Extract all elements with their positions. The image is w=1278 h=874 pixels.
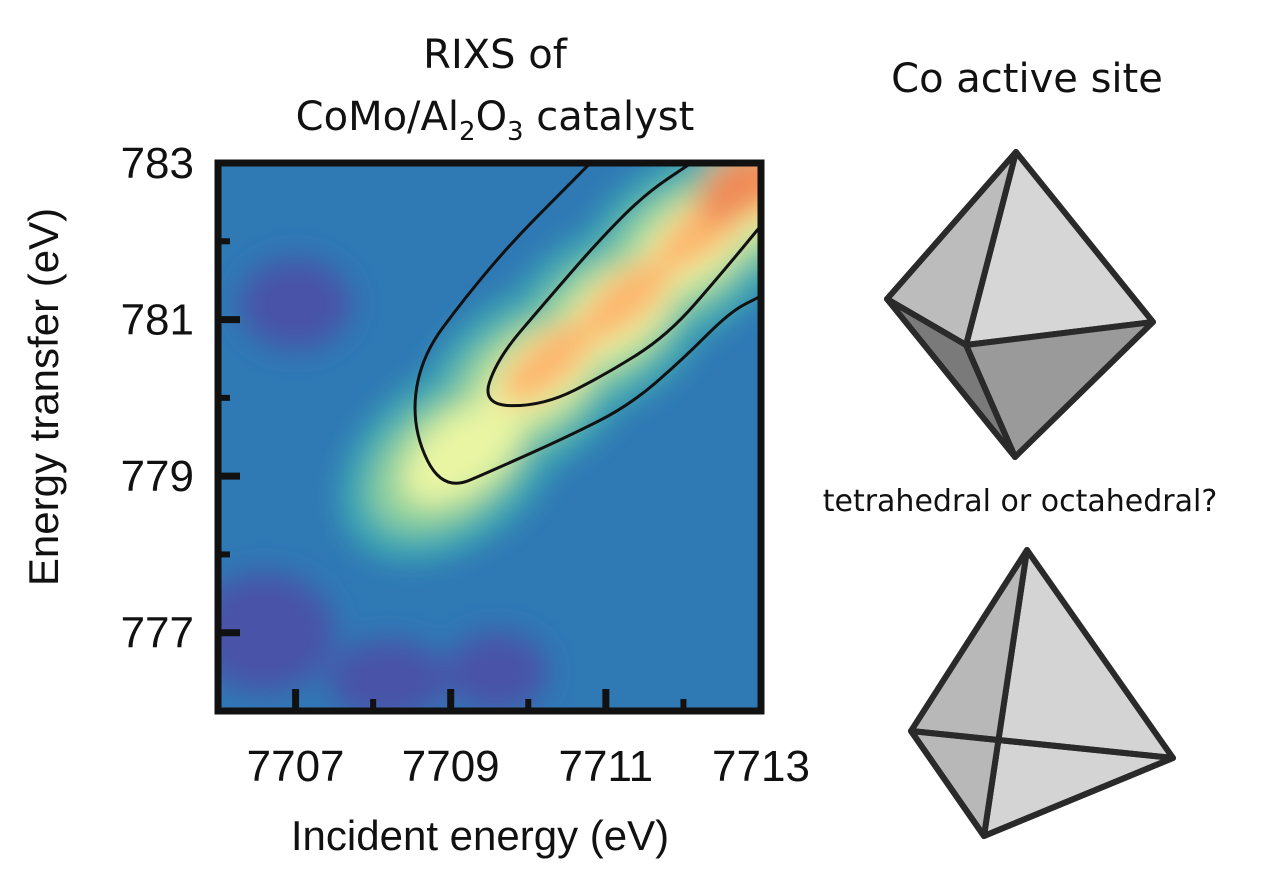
plot-frame xyxy=(214,159,765,715)
axis-ticks xyxy=(218,159,765,711)
tetrahedron-hidden-edge xyxy=(910,728,1174,761)
heatmap-plot xyxy=(218,163,761,711)
title-sub2: 3 xyxy=(507,117,524,147)
question-text: tetrahedral or octahedral? xyxy=(823,484,1218,519)
chart-title-line1: RIXS of xyxy=(423,32,568,78)
heatmap-intensity xyxy=(218,163,761,711)
tetrahedron-shape xyxy=(908,547,1176,839)
heat-low-patch xyxy=(218,572,335,693)
title-sub1: 2 xyxy=(459,117,476,147)
chart-title-line2: CoMo/Al2O3 catalyst xyxy=(296,94,695,147)
x-tick-labels: 7707 7709 7711 7713 xyxy=(247,742,810,791)
y-tick-label: 781 xyxy=(121,296,194,345)
heat-low-patch xyxy=(328,639,449,711)
x-tick-label: 7707 xyxy=(247,742,345,791)
y-tick-labels: 777 779 781 783 xyxy=(121,139,194,658)
contour-inner xyxy=(486,163,761,408)
y-tick-label: 777 xyxy=(121,609,194,658)
title-prefix: CoMo/Al xyxy=(296,94,459,140)
heat-low-patch xyxy=(240,258,351,349)
x-tick-label: 7713 xyxy=(712,742,810,791)
octahedron-face-front-lower xyxy=(963,319,1156,460)
y-tick-label: 783 xyxy=(121,139,194,188)
x-tick-label: 7709 xyxy=(402,742,500,791)
contour-outer xyxy=(413,163,761,485)
y-axis-label: Energy transfer (eV) xyxy=(20,208,67,586)
heat-orange-blob xyxy=(500,321,595,405)
heat-orange-blob xyxy=(578,258,673,342)
x-tick-label: 7711 xyxy=(559,742,654,791)
octahedron-shape xyxy=(884,149,1156,460)
y-tick-label: 779 xyxy=(121,452,194,501)
heat-yellow-blob xyxy=(402,400,523,506)
heat-low-patch xyxy=(447,631,548,711)
title-suffix: catalyst xyxy=(524,94,695,140)
title-mid: O xyxy=(476,94,507,140)
octahedron-face-left-lower xyxy=(884,296,1018,460)
contour-lines xyxy=(413,163,761,485)
x-axis-label: Incident energy (eV) xyxy=(291,812,669,859)
right-panel-title: Co active site xyxy=(891,56,1163,102)
